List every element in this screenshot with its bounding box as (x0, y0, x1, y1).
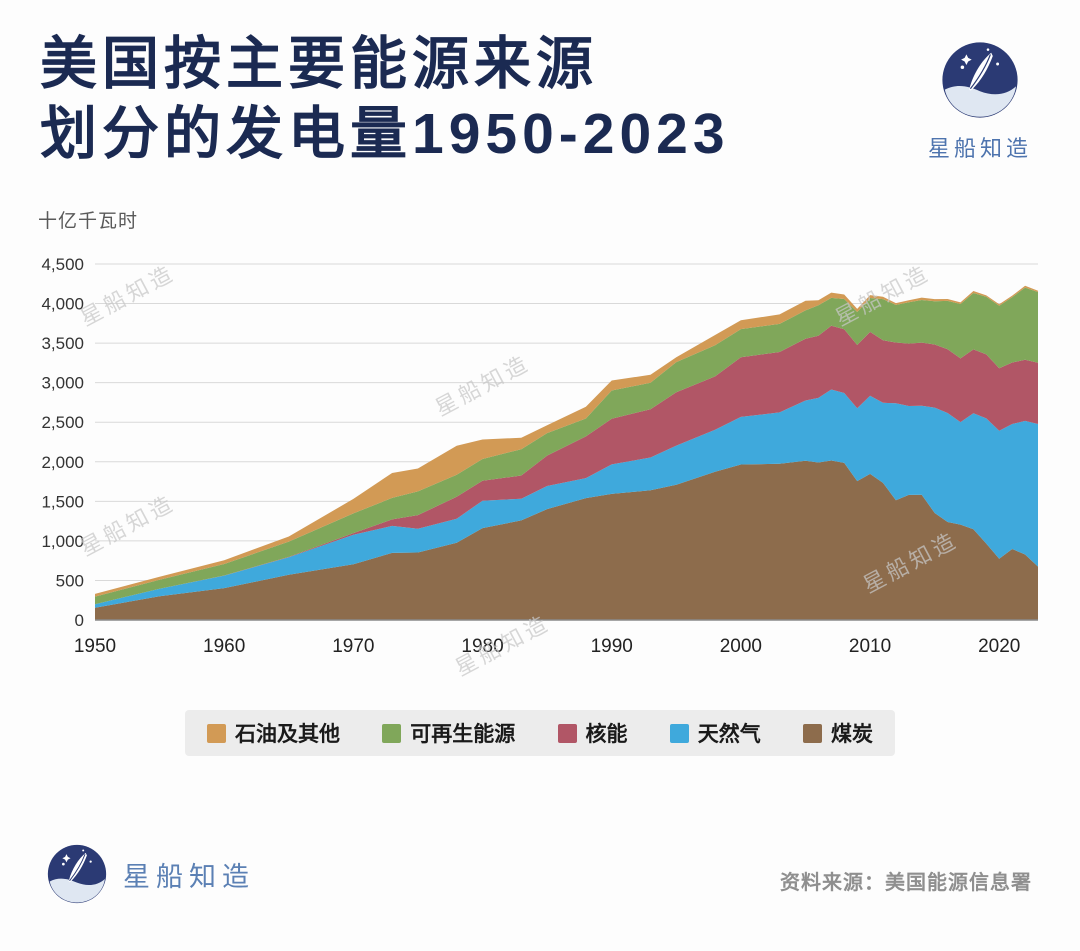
svg-text:2,000: 2,000 (41, 453, 84, 472)
svg-text:2,500: 2,500 (41, 413, 84, 432)
svg-text:4,500: 4,500 (41, 255, 84, 274)
brand-logo-icon (942, 42, 1018, 118)
svg-text:1950: 1950 (74, 636, 116, 657)
svg-text:1960: 1960 (203, 636, 245, 657)
legend-item: 石油及其他 (207, 718, 340, 748)
page-title-line2: 划分的发电量1950-2023 (40, 101, 730, 166)
legend-swatch (669, 723, 689, 743)
legend-swatch (382, 723, 402, 743)
brand-block-footer: 星船知造 (46, 843, 255, 905)
chart-legend: 石油及其他 可再生能源 核能 天然气 煤炭 (185, 710, 895, 756)
legend-label: 可再生能源 (410, 723, 516, 746)
svg-text:1,000: 1,000 (41, 532, 84, 551)
brand-name-text: 星船知造 (123, 861, 255, 892)
legend-swatch (557, 723, 577, 743)
svg-text:1970: 1970 (332, 636, 374, 657)
svg-text:2010: 2010 (849, 636, 891, 657)
page-title-line1: 美国按主要能源来源 (40, 32, 598, 96)
svg-text:3,000: 3,000 (41, 374, 84, 393)
legend-item: 核能 (557, 718, 628, 748)
chart-area: 0 500 1,000 1,500 2,000 2,500 3,000 3,500 4,000 4… (40, 248, 1040, 668)
brand-block-top: 星船知造 (920, 40, 1040, 163)
brand-name-text: 星船知造 (927, 136, 1032, 161)
legend-swatch (803, 723, 822, 743)
svg-text:2020: 2020 (978, 636, 1020, 657)
legend-label: 煤炭 (831, 723, 873, 746)
svg-text:0: 0 (75, 611, 84, 630)
svg-text:500: 500 (56, 571, 84, 590)
legend-item: 可再生能源 (382, 718, 515, 748)
legend-item: 煤炭 (803, 718, 873, 748)
svg-text:2000: 2000 (720, 636, 762, 657)
svg-text:1990: 1990 (591, 636, 633, 657)
stacked-area-chart: 0 500 1,000 1,500 2,000 2,500 3,000 3,500 4,000 4… (41, 255, 1038, 657)
legend-swatch (207, 723, 226, 743)
legend-label: 天然气 (697, 723, 761, 746)
svg-text:1980: 1980 (461, 636, 503, 657)
svg-text:1,500: 1,500 (41, 492, 84, 511)
legend-item: 天然气 (669, 718, 761, 748)
svg-text:4,000: 4,000 (41, 295, 84, 314)
data-source-label: 资料来源：美国能源信息署 (780, 872, 1032, 894)
legend-label: 石油及其他 (235, 723, 340, 746)
brand-logo-icon (47, 844, 107, 904)
page-title: 美国按主要能源来源 划分的发电量1950-2023 (40, 30, 730, 169)
legend-label: 核能 (585, 723, 628, 746)
y-axis-unit-label: 十亿千瓦时 (38, 211, 139, 232)
svg-text:3,500: 3,500 (41, 334, 84, 353)
